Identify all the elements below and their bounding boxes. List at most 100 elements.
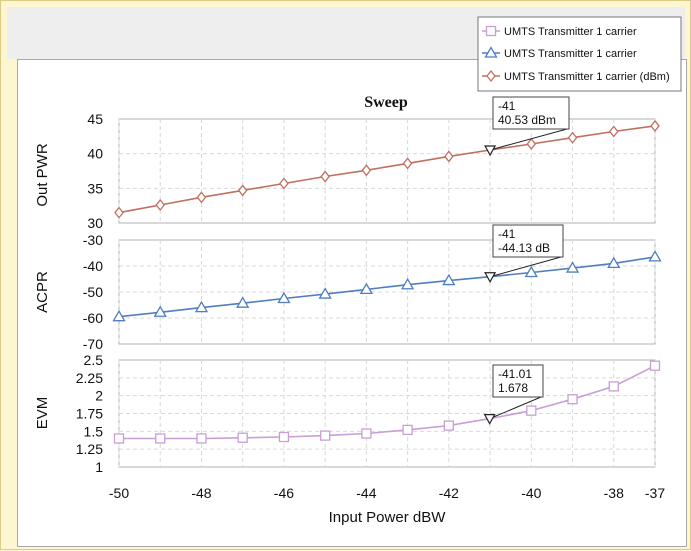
y-tick-label: 30 bbox=[87, 215, 103, 231]
annotation-box bbox=[492, 364, 544, 398]
data-point[interactable] bbox=[443, 420, 454, 431]
data-point[interactable] bbox=[114, 206, 124, 219]
marker-point[interactable] bbox=[484, 272, 497, 283]
data-point[interactable] bbox=[196, 433, 207, 444]
data-point[interactable] bbox=[279, 177, 289, 190]
y-tick-label: 1.75 bbox=[76, 406, 103, 422]
y-axis-label: Out PWR bbox=[34, 143, 51, 207]
data-point[interactable] bbox=[320, 170, 330, 183]
x-axis-ticks: -50 -48 -46 -44 -42 -40 -38 -37 bbox=[109, 485, 665, 501]
data-point[interactable] bbox=[320, 430, 331, 441]
annotation-box bbox=[492, 224, 564, 258]
data-point[interactable] bbox=[567, 394, 578, 405]
data-point[interactable] bbox=[402, 424, 413, 436]
data-point[interactable] bbox=[608, 381, 619, 392]
data-point[interactable] bbox=[113, 433, 125, 444]
data-point[interactable] bbox=[237, 432, 248, 443]
data-point[interactable] bbox=[486, 69, 496, 83]
data-point[interactable] bbox=[196, 191, 207, 204]
data-point[interactable] bbox=[155, 198, 166, 212]
y-tick-label: -70 bbox=[83, 336, 103, 352]
data-point[interactable] bbox=[648, 250, 662, 262]
annotation-text: -44.13 dB bbox=[498, 241, 550, 255]
y-tick-label: 2 bbox=[95, 388, 103, 404]
plot-area bbox=[118, 118, 656, 224]
annotation-leader bbox=[489, 256, 562, 278]
data-point[interactable] bbox=[650, 119, 660, 132]
data-point[interactable] bbox=[361, 164, 372, 177]
data-point[interactable] bbox=[155, 433, 166, 444]
y-tick-label: 1 bbox=[95, 459, 103, 475]
data-point[interactable] bbox=[524, 265, 538, 278]
annotation-leader bbox=[489, 128, 568, 151]
x-tick-label: -37 bbox=[645, 485, 665, 501]
y-tick-label: -50 bbox=[83, 284, 103, 300]
y-axis-label: ACPR bbox=[34, 271, 51, 313]
legend-box bbox=[477, 16, 682, 92]
annotation-text: -41 bbox=[498, 99, 516, 113]
data-point[interactable] bbox=[444, 150, 454, 163]
y-tick-label: -60 bbox=[83, 310, 103, 326]
data-point[interactable] bbox=[484, 46, 498, 58]
data-point[interactable] bbox=[608, 125, 619, 138]
x-tick-label: -38 bbox=[604, 485, 624, 501]
plot-panel-acpr: -70 -60 -50 -40 -30 ACPR -41-44.13 dB bbox=[34, 224, 662, 352]
data-point[interactable] bbox=[236, 296, 250, 308]
annotation-text: -41.01 bbox=[498, 367, 532, 381]
legend-entry-label: UMTS Transmitter 1 carrier bbox=[504, 26, 637, 38]
data-point[interactable] bbox=[402, 157, 413, 170]
data-point[interactable] bbox=[277, 291, 291, 304]
data-point[interactable] bbox=[485, 25, 497, 37]
data-point[interactable] bbox=[526, 137, 537, 151]
data-point[interactable] bbox=[359, 282, 374, 295]
y-tick-label: -30 bbox=[83, 232, 103, 248]
data-point[interactable] bbox=[649, 360, 661, 371]
y-tick-label: 35 bbox=[87, 180, 103, 196]
chart-title: Sweep bbox=[364, 94, 408, 111]
data-point[interactable] bbox=[112, 309, 126, 322]
data-point[interactable] bbox=[237, 184, 248, 197]
x-tick-label: -40 bbox=[521, 485, 541, 501]
y-axis-label: EVM bbox=[34, 397, 51, 430]
x-tick-label: -42 bbox=[439, 485, 459, 501]
series-line bbox=[118, 125, 656, 214]
data-point[interactable] bbox=[400, 277, 415, 290]
y-tick-label: -40 bbox=[83, 258, 103, 274]
data-point[interactable] bbox=[318, 287, 332, 299]
data-point[interactable] bbox=[194, 300, 209, 313]
marker-point[interactable] bbox=[484, 145, 497, 157]
marker-point[interactable] bbox=[483, 414, 496, 425]
legend-entry-label: UMTS Transmitter 1 carrier (dBm) bbox=[504, 71, 670, 83]
data-point[interactable] bbox=[153, 305, 167, 317]
annotation-box bbox=[492, 96, 570, 130]
y-tick-label: 1.5 bbox=[84, 423, 104, 439]
data-point[interactable] bbox=[278, 431, 290, 443]
x-tick-label: -50 bbox=[109, 485, 129, 501]
y-tick-label: 45 bbox=[87, 111, 103, 127]
data-point[interactable] bbox=[526, 405, 537, 416]
chart-legend[interactable]: UMTS Transmitter 1 carrier UMTS Transmitt… bbox=[477, 16, 682, 92]
annotation-text: 1.678 bbox=[498, 381, 528, 395]
x-axis-label: Input Power dBW bbox=[329, 509, 447, 526]
y-tick-label: 40 bbox=[87, 146, 103, 162]
x-tick-label: -48 bbox=[191, 485, 211, 501]
data-point[interactable] bbox=[361, 428, 372, 439]
series-line bbox=[118, 256, 656, 318]
series-line bbox=[119, 364, 656, 440]
x-tick-label: -44 bbox=[356, 485, 376, 501]
legend-entry-label: UMTS Transmitter 1 carrier bbox=[504, 48, 637, 60]
data-point[interactable] bbox=[565, 261, 580, 273]
data-point[interactable] bbox=[442, 273, 456, 286]
annotation-text: 40.53 dBm bbox=[498, 113, 556, 127]
annotation-text: -41 bbox=[498, 227, 516, 241]
y-tick-label: 2.5 bbox=[84, 352, 104, 368]
data-point[interactable] bbox=[607, 256, 621, 269]
y-tick-label: 2.25 bbox=[76, 370, 103, 386]
annotation-leader bbox=[489, 396, 542, 420]
x-tick-label: -46 bbox=[274, 485, 294, 501]
data-point[interactable] bbox=[567, 131, 578, 144]
